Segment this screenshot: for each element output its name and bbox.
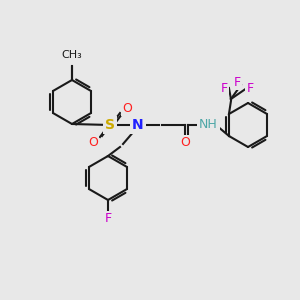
Text: N: N [132, 118, 144, 132]
Text: F: F [233, 76, 241, 88]
Text: NH: NH [199, 118, 218, 131]
Text: F: F [220, 82, 227, 94]
Text: CH₃: CH₃ [61, 50, 82, 60]
Text: F: F [104, 212, 112, 226]
Text: S: S [105, 118, 115, 132]
Text: O: O [122, 101, 132, 115]
Text: F: F [246, 82, 254, 94]
Text: O: O [180, 136, 190, 149]
Text: O: O [88, 136, 98, 148]
